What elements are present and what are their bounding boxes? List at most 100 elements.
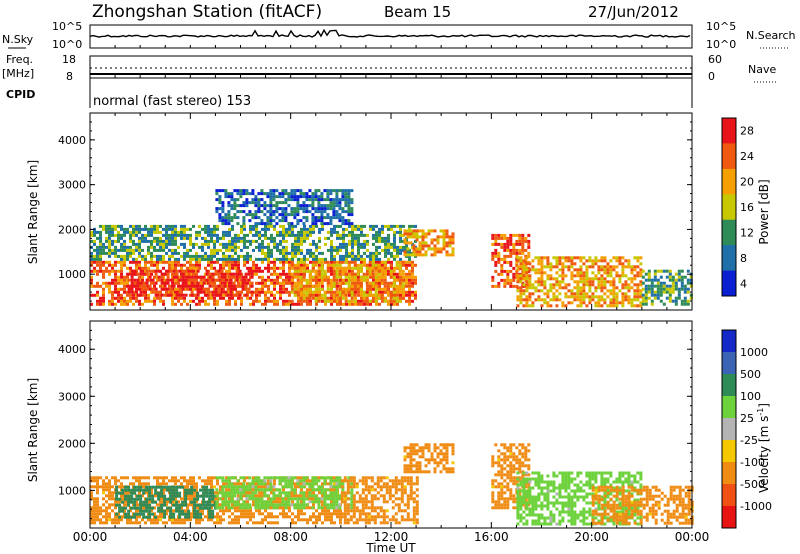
- heatmap-cell: [219, 515, 222, 519]
- heatmap-cell: [178, 491, 182, 495]
- heatmap-cell: [117, 254, 120, 258]
- heatmap-cell: [357, 257, 360, 261]
- heatmap-cell: [217, 287, 221, 291]
- heatmap-cell: [144, 491, 147, 495]
- heatmap-cell: [121, 491, 125, 495]
- heatmap-cell: [236, 497, 240, 501]
- heatmap-cell: [288, 515, 291, 519]
- station-title: Zhongshan Station (fitACF): [92, 2, 322, 22]
- heatmap-cell: [290, 207, 294, 211]
- heatmap-cell: [124, 506, 128, 510]
- heatmap-cell: [326, 216, 330, 220]
- heatmap-cell: [189, 242, 192, 246]
- heatmap-cell: [314, 219, 318, 223]
- heatmap-cell: [293, 210, 297, 214]
- heatmap-cell: [221, 503, 225, 507]
- heatmap-cell: [636, 271, 640, 275]
- heatmap-cell: [263, 494, 267, 498]
- heatmap-cell: [351, 287, 354, 291]
- heatmap-cell: [222, 518, 225, 522]
- heatmap-cell: [381, 263, 384, 267]
- heatmap-cell: [442, 244, 446, 248]
- heatmap-cell: [279, 275, 282, 279]
- heatmap-cell: [320, 219, 324, 223]
- heatmap-cell: [395, 296, 399, 300]
- heatmap-cell: [656, 281, 660, 285]
- heatmap-cell: [597, 283, 601, 287]
- heatmap-cell: [360, 233, 363, 237]
- heatmap-cell: [333, 482, 336, 486]
- heatmap-cell: [624, 265, 628, 269]
- heatmap-cell: [546, 292, 550, 296]
- heatmap-cell: [201, 248, 204, 252]
- heatmap-cell: [90, 293, 93, 297]
- heatmap-cell: [93, 497, 96, 501]
- heatmap-cell: [165, 242, 168, 246]
- heatmap-cell: [296, 290, 300, 294]
- heatmap-cell: [573, 274, 577, 278]
- heatmap-cell: [129, 296, 132, 300]
- heatmap-cell: [230, 216, 234, 220]
- heatmap-cell: [341, 195, 345, 199]
- heatmap-cell: [157, 494, 161, 498]
- heatmap-cell: [165, 521, 168, 525]
- heatmap-cell: [190, 485, 194, 489]
- heatmap-cell: [227, 482, 231, 486]
- heatmap-cell: [395, 260, 399, 264]
- heatmap-cell: [288, 299, 291, 303]
- heatmap-cell: [333, 257, 336, 261]
- heatmap-cell: [335, 263, 339, 267]
- heatmap-cell: [315, 248, 318, 252]
- heatmap-cell: [612, 283, 616, 287]
- heatmap-cell: [228, 488, 231, 492]
- heatmap-cell: [114, 245, 117, 249]
- heatmap-cell: [171, 224, 174, 228]
- heatmap-cell: [213, 227, 216, 231]
- heatmap-cell: [120, 278, 123, 282]
- heatmap-cell: [180, 224, 183, 228]
- heatmap-cell: [159, 296, 162, 300]
- heatmap-cell: [222, 263, 225, 267]
- heatmap-cell: [497, 260, 501, 264]
- heatmap-cell: [302, 216, 306, 220]
- heatmap-cell: [317, 195, 321, 199]
- heatmap-cell: [506, 278, 510, 282]
- heatmap-cell: [114, 251, 117, 255]
- heatmap-cell: [157, 290, 161, 294]
- heatmap-cell: [627, 289, 631, 293]
- heatmap-cell: [250, 269, 254, 273]
- heatmap-cell: [609, 283, 613, 287]
- heatmap-cell: [105, 506, 108, 510]
- heatmap-cell: [224, 219, 228, 223]
- heatmap-cell: [567, 256, 571, 260]
- heatmap-cell: [540, 298, 544, 302]
- heatmap-cell: [639, 283, 643, 287]
- heatmap-cell: [371, 266, 375, 270]
- heatmap-cell: [257, 503, 261, 507]
- heatmap-cell: [546, 301, 550, 305]
- heatmap-cell: [387, 245, 390, 249]
- heatmap-cell: [353, 272, 357, 276]
- heatmap-cell: [279, 239, 282, 243]
- heatmap-cell: [296, 272, 300, 276]
- heatmap-cell: [202, 503, 206, 507]
- heatmap-cell: [145, 497, 149, 501]
- heatmap-cell: [377, 293, 381, 297]
- heatmap-cell: [199, 506, 203, 510]
- heatmap-cell: [108, 302, 111, 306]
- heatmap-cell: [276, 248, 279, 252]
- heatmap-cell: [365, 293, 369, 297]
- heatmap-cell: [147, 476, 150, 480]
- heatmap-cell: [205, 287, 209, 291]
- heatmap-cell: [199, 287, 203, 291]
- heatmap-cell: [242, 482, 246, 486]
- heatmap-cell: [369, 251, 372, 255]
- heatmap-cell: [582, 289, 586, 293]
- heatmap-cell: [156, 257, 159, 261]
- heatmap-cell: [290, 213, 294, 217]
- heatmap-cell: [430, 253, 434, 257]
- heatmap-cell: [281, 485, 285, 489]
- heatmap-cell: [330, 518, 333, 522]
- heatmap-cell: [377, 284, 381, 288]
- heatmap-cell: [210, 248, 213, 252]
